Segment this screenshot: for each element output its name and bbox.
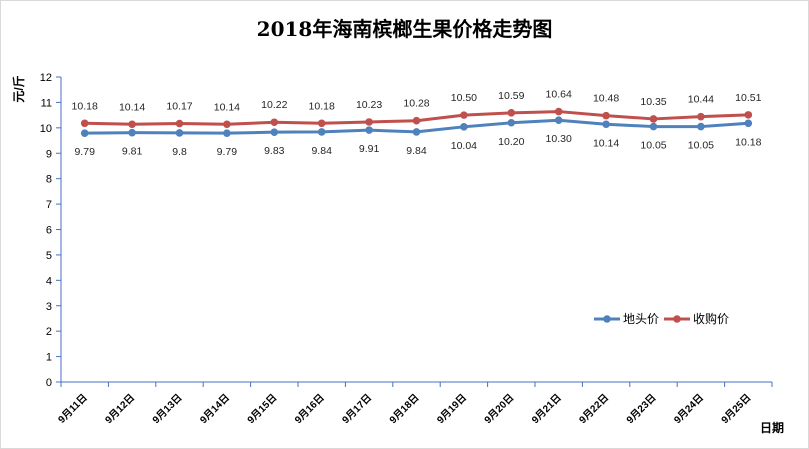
series-1-point [649, 122, 658, 131]
series-1-data-label: 9.83 [264, 145, 285, 157]
y-tick-label: 11 [41, 97, 52, 109]
series-2-data-label: 10.18 [309, 100, 335, 112]
series-1-point [365, 126, 373, 134]
series-1-point [128, 128, 136, 137]
series-2-point [460, 111, 468, 119]
y-tick-label: 12 [40, 72, 52, 84]
y-tick-label: 6 [46, 225, 52, 237]
x-tick-label: 9月23日 [624, 392, 658, 426]
x-tick-label: 9月24日 [672, 392, 706, 426]
series-2-point [602, 111, 610, 120]
y-tick-label: 4 [46, 275, 52, 287]
x-tick-label: 9月15日 [245, 392, 279, 426]
y-tick-label: 5 [46, 250, 52, 262]
series-2-point [649, 115, 658, 123]
series-2-point [223, 120, 231, 129]
series-2-data-label: 10.64 [546, 89, 572, 101]
series-1-point [412, 128, 421, 136]
series-1-point [507, 118, 516, 127]
series-1-data-label: 9.8 [172, 146, 187, 158]
series-1-point [602, 120, 610, 129]
series-2-data-label: 10.59 [498, 90, 524, 102]
series-1-data-label: 9.79 [217, 146, 238, 158]
x-axis-title: 日期 [760, 420, 784, 435]
series-1-data-label: 9.91 [359, 143, 380, 155]
series-2-data-label: 10.23 [356, 99, 382, 111]
series-1-data-label: 10.05 [640, 140, 666, 152]
series-1-point [223, 129, 231, 137]
series-2-data-label: 10.14 [119, 101, 145, 113]
series-1-data-label: 10.05 [688, 140, 714, 152]
series-2-point [80, 119, 89, 128]
series-1-data-label: 9.81 [122, 146, 143, 158]
x-tick-label: 9月11日 [56, 392, 90, 426]
legend-label: 地头价 [623, 312, 659, 326]
series-2-point [365, 118, 373, 126]
series-2-point [175, 119, 184, 128]
series-2-point [744, 111, 753, 119]
x-tick-label: 9月13日 [150, 392, 184, 426]
series-1-point [270, 128, 279, 136]
x-tick-label: 9月16日 [292, 392, 326, 426]
y-axis-title: 元/斤 [11, 75, 26, 102]
series-2-point [507, 109, 516, 117]
chart-title: 2018年海南槟榔生果价格走势图 [256, 17, 553, 41]
series-1-point [554, 116, 563, 125]
y-tick-label: 8 [46, 174, 52, 186]
series-1-point [460, 123, 468, 131]
series-2-data-label: 10.17 [166, 101, 192, 113]
x-tick-label: 9月19日 [435, 392, 469, 426]
series-2-data-label: 10.35 [640, 96, 666, 108]
x-tick-label: 9月21日 [529, 392, 563, 426]
x-tick-label: 9月20日 [482, 392, 516, 426]
series-2-data-label: 10.51 [735, 92, 761, 104]
x-tick-label: 9月18日 [387, 392, 421, 426]
y-tick-label: 10 [40, 123, 52, 135]
series-1-data-label: 9.84 [406, 145, 427, 157]
legend-swatch-marker [603, 315, 611, 323]
series-2-point [412, 116, 421, 125]
y-tick-label: 1 [46, 352, 52, 364]
series-2-data-label: 10.22 [261, 99, 287, 111]
x-tick-label: 9月22日 [577, 392, 611, 426]
y-tick-label: 3 [46, 301, 52, 313]
x-tick-label: 9月25日 [719, 392, 753, 426]
series-2-data-label: 10.48 [593, 93, 619, 105]
series-2-point [270, 118, 279, 127]
series-1-point [80, 129, 89, 137]
series-2-data-label: 10.18 [72, 100, 98, 112]
series-2-data-label: 10.50 [451, 92, 477, 104]
x-tick-label: 9月17日 [340, 392, 374, 426]
series-2-point [554, 107, 563, 116]
series-1-data-label: 10.30 [546, 133, 572, 145]
series-1-data-label: 9.84 [311, 145, 332, 157]
y-tick-label: 7 [46, 199, 52, 211]
series-2-point [317, 119, 326, 128]
series-2-data-label: 10.14 [214, 101, 240, 113]
y-tick-label: 0 [46, 377, 52, 389]
y-tick-label: 2 [46, 326, 52, 338]
series-2-data-label: 10.44 [688, 94, 714, 106]
series-1-data-label: 9.79 [74, 146, 95, 158]
series-1-point [697, 122, 705, 131]
legend-label: 收购价 [693, 311, 729, 326]
series-1-point [317, 128, 326, 136]
series-2-point [697, 112, 705, 121]
series-1-point [744, 119, 753, 128]
series-1-data-label: 10.20 [498, 136, 524, 148]
series-1-data-label: 10.14 [593, 137, 619, 149]
legend-swatch-marker [673, 315, 681, 323]
series-1-point [175, 129, 184, 137]
series-1-data-label: 10.04 [451, 140, 477, 152]
x-tick-label: 9月12日 [103, 392, 137, 426]
x-tick-label: 9月14日 [198, 392, 232, 426]
series-1-data-label: 10.18 [735, 136, 761, 148]
y-tick-label: 9 [46, 148, 52, 160]
series-2-data-label: 10.28 [403, 98, 429, 110]
series-2-point [128, 120, 136, 129]
